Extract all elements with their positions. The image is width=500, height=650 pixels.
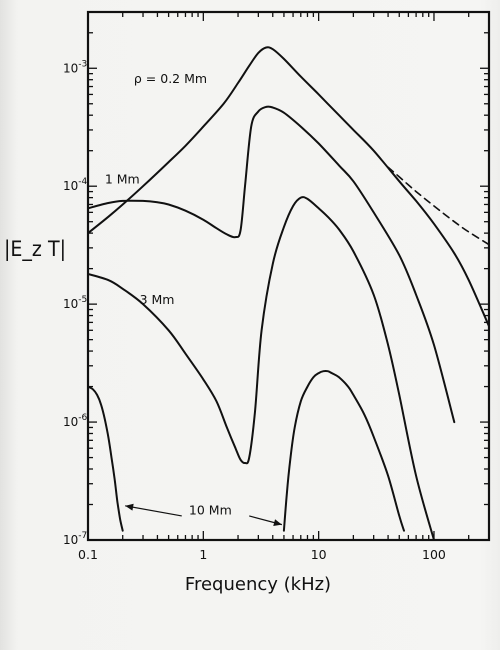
annotation-arrow-1 xyxy=(249,515,283,526)
x-tick-label-1: 1 xyxy=(199,547,207,562)
y-tick-exponent-1: -6 xyxy=(78,413,87,423)
series-line-2 xyxy=(88,105,456,424)
series-line-4 xyxy=(88,385,124,532)
ticks-layer xyxy=(87,11,490,541)
labels-layer: 0.1 1 10 100 10-7 10-6 10-5 10-4 10-3 xyxy=(63,59,446,562)
annotation-3mm: 3 Mm xyxy=(140,292,175,307)
y-tick-exponent-0: -7 xyxy=(78,531,87,541)
y-tick-exponent-2: -5 xyxy=(78,295,87,305)
y-axis-label-text: |E_z T| xyxy=(4,237,66,262)
annotation-rho02: ρ = 0.2 Mm xyxy=(134,71,207,86)
y-tick-exponent-4: -3 xyxy=(78,59,87,69)
y-tick-label-1: 10-6 xyxy=(63,413,88,429)
annotation-1mm: 1 Mm xyxy=(105,172,140,187)
y-tick-label-4: 10-3 xyxy=(63,59,87,75)
annotation-arrow-0 xyxy=(125,503,182,517)
x-tick-label-0: 0.1 xyxy=(78,547,98,562)
x-axis-label: Frequency (kHz) xyxy=(185,574,331,595)
series-line-0 xyxy=(88,46,489,328)
series-line-5 xyxy=(282,369,405,532)
series-line-1 xyxy=(387,166,489,246)
x-tick-label-2: 10 xyxy=(311,547,327,562)
y-tick-exponent-3: -4 xyxy=(78,177,87,187)
y-tick-label-0: 10-7 xyxy=(63,531,87,547)
annotations-layer: ρ = 0.2 Mm 1 Mm 3 Mm 10 Mm xyxy=(105,71,232,517)
curves-layer xyxy=(88,46,489,540)
series-line-3 xyxy=(88,196,435,540)
plot-frame xyxy=(86,10,491,542)
y-tick-label-2: 10-5 xyxy=(63,295,87,311)
y-tick-label-3: 10-4 xyxy=(63,177,88,193)
y-axis-label: |E_z T| xyxy=(4,237,66,262)
x-tick-label-3: 100 xyxy=(422,547,446,562)
annotation-10mm: 10 Mm xyxy=(189,502,232,517)
arrows-layer xyxy=(125,503,283,526)
